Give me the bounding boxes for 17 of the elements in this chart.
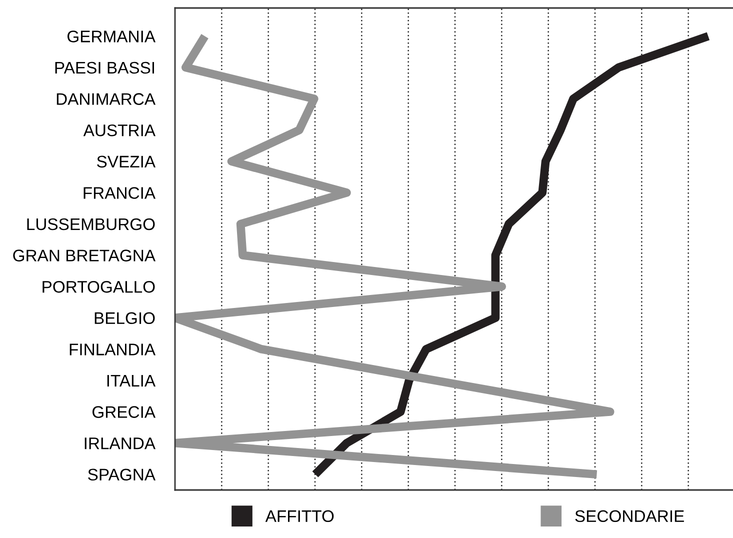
y-tick-label: BELGIO xyxy=(94,312,155,324)
y-tick-label: FINLANDIA xyxy=(70,344,156,356)
y-tick-label: AUSTRIA xyxy=(83,124,156,136)
y-tick-label: GRECIA xyxy=(92,406,156,418)
y-tick-label: SVEZIA xyxy=(97,156,156,168)
y-tick-label: ITALIA xyxy=(107,375,156,386)
y-tick-label: PORTOGALLO xyxy=(42,280,155,293)
y-tick-label: LUSSEMBURGO xyxy=(27,218,155,230)
y-tick-label: FRANCIA xyxy=(84,187,156,199)
legend-label: SECONDARIE xyxy=(575,510,684,522)
y-tick-label: SPAGNA xyxy=(88,468,156,481)
y-tick-label: GERMANIA xyxy=(67,30,156,42)
legend-label: AFFITTO xyxy=(265,510,334,522)
y-tick-label: PAESI BASSI xyxy=(55,62,154,74)
y-tick-label: DANIMARCA xyxy=(56,93,156,105)
y-tick-label: GRAN BRETAGNA xyxy=(13,250,156,262)
y-tick-label: IRLANDA xyxy=(84,438,156,450)
